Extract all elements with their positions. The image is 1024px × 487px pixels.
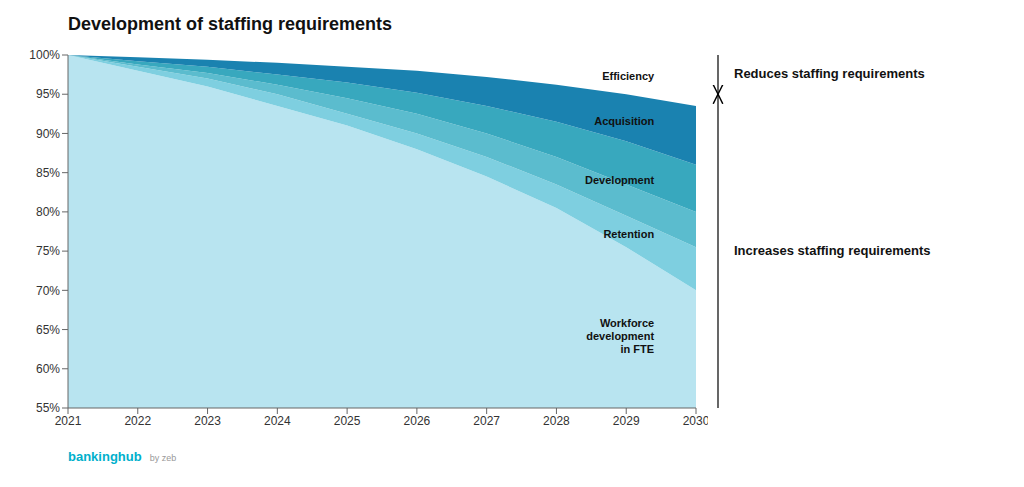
svg-text:2025: 2025 [334, 414, 361, 428]
svg-text:2022: 2022 [124, 414, 151, 428]
html-text:Development of staffing requir: Development of staffing requirements [68, 14, 393, 34]
svg-text:70%: 70% [36, 284, 60, 298]
html-text:by zeb: by zeb [149, 453, 177, 463]
svg-text:75%: 75% [36, 244, 60, 258]
svg-text:2023: 2023 [194, 414, 221, 428]
svg-text:2030: 2030 [683, 414, 708, 428]
svg-text:Development: Development [585, 173, 654, 185]
svg-text:80%: 80% [36, 205, 60, 219]
svg-text:Reduces staffing requirements: Reduces staffing requirements [734, 66, 925, 81]
svg-text:Increases staffing requirement: Increases staffing requirements [734, 243, 931, 258]
svg-text:85%: 85% [36, 166, 60, 180]
svg-text:2024: 2024 [264, 414, 291, 428]
svg-text:2021: 2021 [55, 414, 82, 428]
svg-text:95%: 95% [36, 87, 60, 101]
svg-text:60%: 60% [36, 362, 60, 376]
svg-text:55%: 55% [36, 401, 60, 415]
svg-text:Workforcedevelopmentin FTE: Workforcedevelopmentin FTE [586, 317, 654, 355]
svg-text:2028: 2028 [543, 414, 570, 428]
svg-text:2029: 2029 [613, 414, 640, 428]
svg-text:2026: 2026 [404, 414, 431, 428]
svg-text:Retention: Retention [603, 228, 654, 240]
svg-text:Efficiency: Efficiency [602, 70, 655, 82]
svg-text:Acquisition: Acquisition [594, 115, 654, 127]
html-text:bankinghub: bankinghub [68, 449, 142, 464]
svg-text:90%: 90% [36, 127, 60, 141]
svg-text:2027: 2027 [473, 414, 500, 428]
svg-text:65%: 65% [36, 323, 60, 337]
svg-text:100%: 100% [29, 48, 60, 62]
